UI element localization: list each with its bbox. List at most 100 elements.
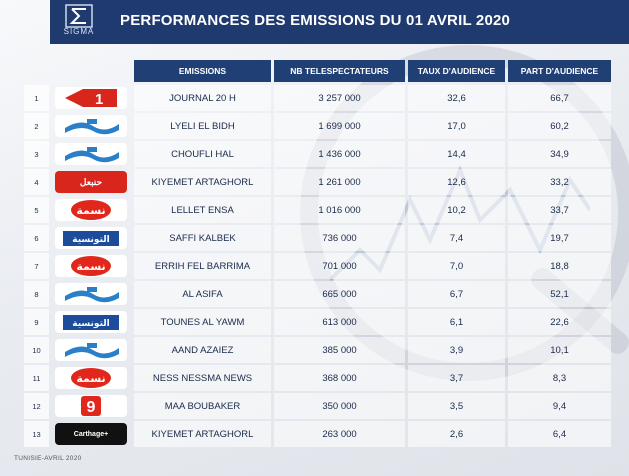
audience-rate-cell: 32,6 [408, 85, 505, 111]
table-row: 13 Carthage+ KIYEMET ARTAGHORL 263 000 2,6 6,… [24, 421, 614, 447]
program-name-cell: TOUNES AL YAWM [134, 309, 271, 335]
rank-cell: 9 [24, 309, 49, 335]
viewers-cell: 1 016 000 [274, 197, 405, 223]
svg-text:التونسية: التونسية [72, 235, 109, 245]
program-name-cell: LYELI EL BIDH [134, 113, 271, 139]
channel-logo-cell: نسمة [52, 253, 131, 279]
audience-rate-cell: 7,0 [408, 253, 505, 279]
svg-text:نسمة: نسمة [76, 204, 105, 217]
viewers-cell: 368 000 [274, 365, 405, 391]
audience-share-cell: 34,9 [508, 141, 611, 167]
audience-share-cell: 52,1 [508, 281, 611, 307]
audience-share-cell: 8,3 [508, 365, 611, 391]
audience-share-cell: 22,6 [508, 309, 611, 335]
viewers-cell: 613 000 [274, 309, 405, 335]
nessma-logo: نسمة [55, 367, 127, 389]
rank-cell: 5 [24, 197, 49, 223]
audience-share-cell: 33,2 [508, 169, 611, 195]
column-header-viewers: NB TELESPECTATEURS [274, 60, 405, 82]
watania2-logo [55, 339, 127, 361]
audience-share-cell: 18,8 [508, 253, 611, 279]
watania2-logo [55, 283, 127, 305]
table-row: 7 نسمة ERRIH FEL BARRIMA 701 000 7,0 18,8 [24, 253, 614, 279]
table-row: 8 AL ASIFA 665 000 6,7 52,1 [24, 281, 614, 307]
audience-rate-cell: 14,4 [408, 141, 505, 167]
audience-rate-cell: 2,6 [408, 421, 505, 447]
attessia-logo: التونسية [55, 311, 127, 333]
channel-logo-cell [52, 337, 131, 363]
audience-share-cell: 33,7 [508, 197, 611, 223]
rank-cell: 8 [24, 281, 49, 307]
audience-rate-cell: 6,1 [408, 309, 505, 335]
channel-logo-cell: التونسية [52, 225, 131, 251]
viewers-cell: 263 000 [274, 421, 405, 447]
program-name-cell: ERRIH FEL BARRIMA [134, 253, 271, 279]
channel-logo-cell: التونسية [52, 309, 131, 335]
svg-text:1: 1 [95, 91, 103, 108]
channel-logo-cell: Carthage+ [52, 421, 131, 447]
channel-logo-cell: 1 [52, 85, 131, 111]
viewers-cell: 665 000 [274, 281, 405, 307]
rank-cell: 7 [24, 253, 49, 279]
program-name-cell: MAA BOUBAKER [134, 393, 271, 419]
table-row: 12 9 MAA BOUBAKER 350 000 3,5 9,4 [24, 393, 614, 419]
audience-rate-cell: 7,4 [408, 225, 505, 251]
viewers-cell: 701 000 [274, 253, 405, 279]
table-row: 10 AAND AZAIEZ 385 000 3,9 10,1 [24, 337, 614, 363]
program-name-cell: CHOUFLI HAL [134, 141, 271, 167]
svg-text:نسمة: نسمة [76, 260, 105, 273]
audience-rate-cell: 17,0 [408, 113, 505, 139]
audience-share-cell: 19,7 [508, 225, 611, 251]
audience-share-cell: 66,7 [508, 85, 611, 111]
viewers-cell: 736 000 [274, 225, 405, 251]
program-name-cell: KIYEMET ARTAGHORL [134, 169, 271, 195]
table-row: 3 CHOUFLI HAL 1 436 000 14,4 34,9 [24, 141, 614, 167]
audience-rate-cell: 3,7 [408, 365, 505, 391]
rank-cell: 10 [24, 337, 49, 363]
audience-share-cell: 6,4 [508, 421, 611, 447]
channel-logo-cell [52, 141, 131, 167]
svg-text:التونسية: التونسية [72, 319, 109, 329]
program-name-cell: KIYEMET ARTAGHORL [134, 421, 271, 447]
table-row: 4 حنبعل KIYEMET ARTAGHORL 1 261 000 12,6 33,2 [24, 169, 614, 195]
rank-cell: 6 [24, 225, 49, 251]
rank-cell: 1 [24, 85, 49, 111]
program-name-cell: JOURNAL 20 H [134, 85, 271, 111]
rank-cell: 4 [24, 169, 49, 195]
program-name-cell: AL ASIFA [134, 281, 271, 307]
sigma-logo: SIGMA [58, 3, 100, 41]
audience-share-cell: 10,1 [508, 337, 611, 363]
table-row: 6 التونسية SAFFI KALBEK 736 000 7,4 19,7 [24, 225, 614, 251]
viewers-cell: 3 257 000 [274, 85, 405, 111]
channel-logo-cell: حنبعل [52, 169, 131, 195]
sigma-logo-text: SIGMA [63, 27, 95, 36]
column-header-emissions: EMISSIONS [134, 60, 271, 82]
channel-logo-cell: 9 [52, 393, 131, 419]
channel-logo-cell: نسمة [52, 197, 131, 223]
viewers-cell: 1 699 000 [274, 113, 405, 139]
program-name-cell: AAND AZAIEZ [134, 337, 271, 363]
audience-rate-cell: 3,9 [408, 337, 505, 363]
table-row: 9 التونسية TOUNES AL YAWM 613 000 6,1 22,6 [24, 309, 614, 335]
rank-cell: 13 [24, 421, 49, 447]
svg-text:نسمة: نسمة [76, 372, 105, 385]
title-banner [50, 0, 629, 44]
program-name-cell: LELLET ENSA [134, 197, 271, 223]
viewers-cell: 1 436 000 [274, 141, 405, 167]
channel-logo-cell [52, 281, 131, 307]
watania1-logo: 1 [55, 87, 127, 109]
viewers-cell: 385 000 [274, 337, 405, 363]
hannibal-logo: حنبعل [55, 171, 127, 193]
audience-rate-cell: 12,6 [408, 169, 505, 195]
program-name-cell: NESS NESSMA NEWS [134, 365, 271, 391]
rank-cell: 12 [24, 393, 49, 419]
channel-logo-cell [52, 113, 131, 139]
table-row: 5 نسمة LELLET ENSA 1 016 000 10,2 33,7 [24, 197, 614, 223]
nessma-logo: نسمة [55, 199, 127, 221]
viewers-cell: 1 261 000 [274, 169, 405, 195]
audience-share-cell: 60,2 [508, 113, 611, 139]
audience-rate-cell: 10,2 [408, 197, 505, 223]
table-header: EMISSIONS NB TELESPECTATEURS TAUX D'AUDI… [24, 60, 614, 82]
svg-text:9: 9 [87, 399, 96, 416]
table-row: 11 نسمة NESS NESSMA NEWS 368 000 3,7 8,3 [24, 365, 614, 391]
